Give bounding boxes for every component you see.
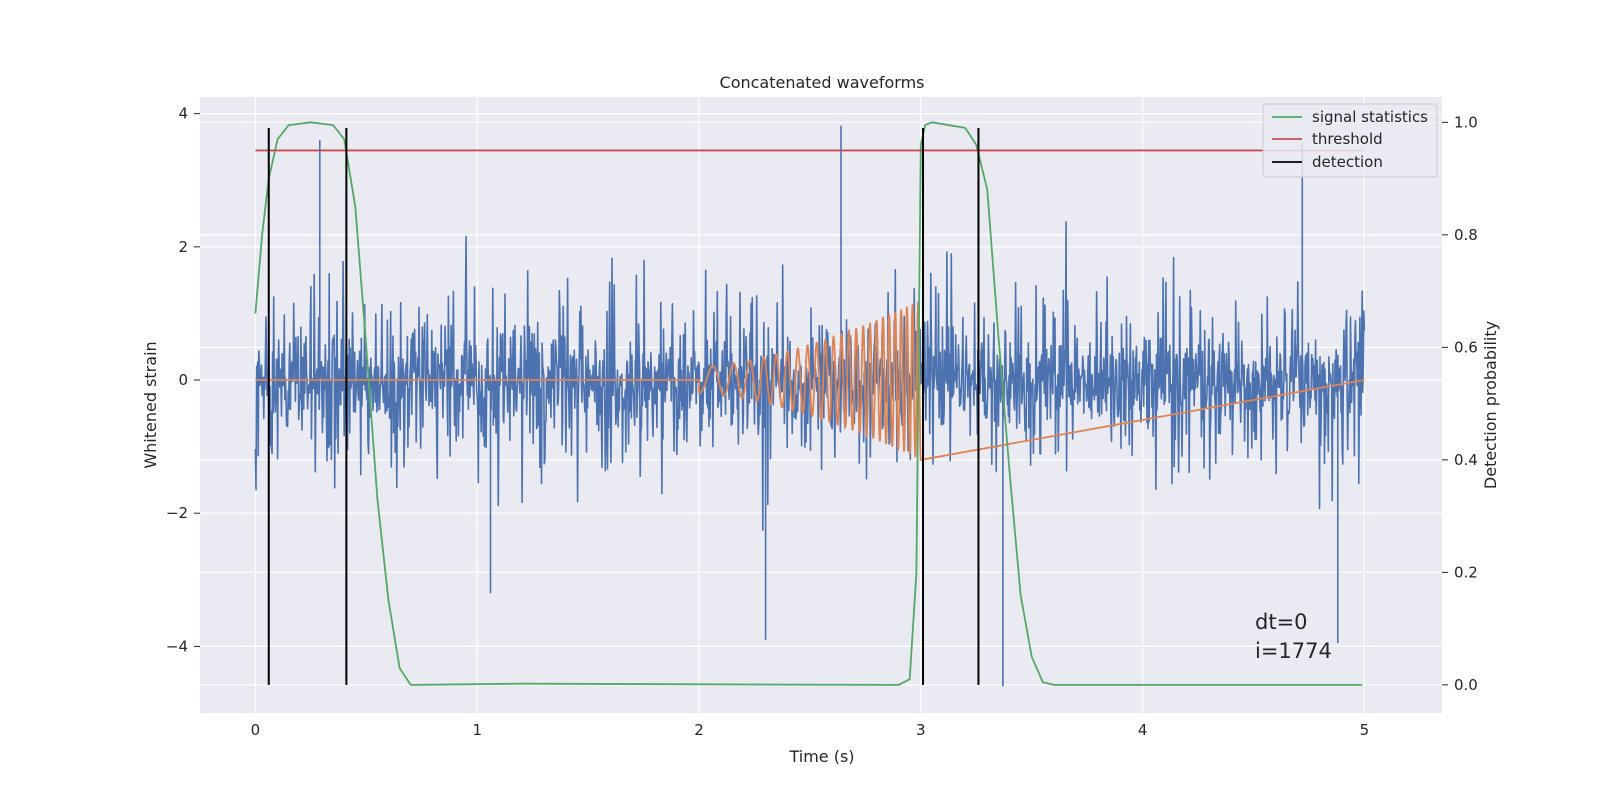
- y-tick-label: 2: [178, 238, 188, 256]
- x-axis-ticks: 0 1 2 3 4 5: [251, 721, 1369, 739]
- y2-axis-ticks: 0.0 0.2 0.4 0.6 0.8 1.0: [1442, 113, 1478, 694]
- x-tick-label: 3: [916, 721, 926, 739]
- y2-tick-label: 0.6: [1454, 338, 1478, 356]
- annotation-dt: dt=0: [1255, 610, 1308, 634]
- y2-axis-label: Detection probability: [1481, 321, 1500, 489]
- x-tick-label: 2: [694, 721, 704, 739]
- legend-detection-label: detection: [1312, 153, 1383, 171]
- y-tick-label: 0: [178, 371, 188, 389]
- legend-signal-statistics-label: signal statistics: [1312, 108, 1428, 126]
- x-tick-label: 5: [1360, 721, 1370, 739]
- y2-tick-label: 0.0: [1454, 676, 1478, 694]
- legend-threshold-label: threshold: [1312, 130, 1383, 148]
- injection-series-line: [255, 301, 1365, 461]
- y2-tick-label: 1.0: [1454, 113, 1478, 131]
- x-tick-label: 0: [251, 721, 261, 739]
- y2-tick-label: 0.4: [1454, 451, 1478, 469]
- y-tick-label: −4: [166, 637, 188, 655]
- y2-tick-label: 0.8: [1454, 226, 1478, 244]
- plot-lines: [254, 121, 1366, 687]
- legend: signal statistics threshold detection: [1262, 103, 1438, 178]
- y2-tick-label: 0.2: [1454, 563, 1478, 581]
- signal-statistics-line: [254, 121, 1363, 686]
- x-tick-label: 4: [1138, 721, 1148, 739]
- y-tick-label: 4: [178, 105, 188, 123]
- y-axis-label: Whitened strain: [141, 341, 160, 468]
- x-axis-label: Time (s): [788, 747, 854, 766]
- y-tick-label: −2: [166, 504, 188, 522]
- annotation-index: i=1774: [1255, 639, 1332, 663]
- y-axis-ticks: −4 −2 0 2 4: [166, 105, 200, 655]
- x-tick-label: 1: [472, 721, 482, 739]
- legend-box: [1262, 103, 1438, 178]
- chart-title: Concatenated waveforms: [720, 73, 925, 92]
